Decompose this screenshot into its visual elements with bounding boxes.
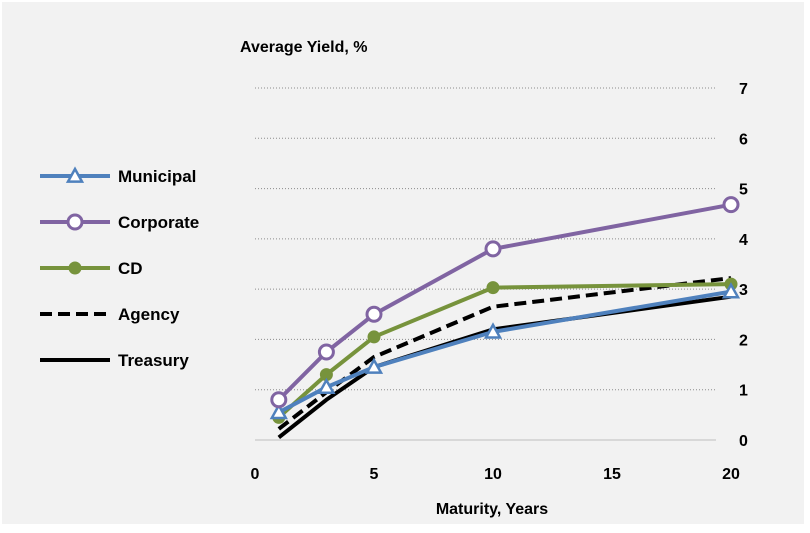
series-cd <box>272 277 738 424</box>
marker-triangle-open <box>65 166 85 183</box>
y-tick-labels: 0 1 2 3 4 5 6 7 <box>739 81 748 450</box>
legend-label: Treasury <box>118 351 189 370</box>
legend-label: Municipal <box>118 167 196 186</box>
legend-label: CD <box>118 259 143 278</box>
y-tick-label: 2 <box>739 332 748 349</box>
marker-circle-open <box>722 196 740 214</box>
series-treasury <box>277 294 732 440</box>
y-tick-label: 0 <box>739 433 748 450</box>
y-axis-label: Average Yield, % <box>240 39 367 56</box>
legend-item-agency: Agency <box>40 305 180 324</box>
x-tick-label: 5 <box>370 466 379 483</box>
marker-circle-open <box>484 240 502 258</box>
y-tick-label: 5 <box>739 182 748 199</box>
series-corporate <box>270 196 740 409</box>
legend-item-cd: CD <box>40 259 143 278</box>
legend-item-corporate: Corporate <box>40 213 199 232</box>
marker-circle-open <box>66 213 84 231</box>
x-tick-label: 20 <box>722 466 740 483</box>
y-tick-label: 4 <box>739 232 748 249</box>
series-municipal <box>269 282 741 420</box>
y-tick-label: 7 <box>739 81 748 98</box>
marker-circle-open <box>365 305 383 323</box>
legend-label: Agency <box>118 305 180 324</box>
series-line-treasury <box>277 294 732 440</box>
marker-triangle-open <box>721 282 741 299</box>
x-tick-label: 0 <box>251 466 260 483</box>
y-tick-label: 6 <box>739 131 748 148</box>
series-lines <box>269 196 741 440</box>
series-line-municipal <box>277 289 732 415</box>
x-tick-label: 15 <box>603 466 621 483</box>
legend: Municipal Corporate CD Agency Treasury <box>40 166 199 370</box>
y-tick-label: 1 <box>739 383 748 400</box>
marker-triangle-open <box>269 402 288 420</box>
marker-circle-filled <box>68 261 82 275</box>
marker-circle-open <box>317 343 335 361</box>
gridlines <box>255 87 716 391</box>
series-agency <box>277 276 732 431</box>
legend-label: Corporate <box>118 213 199 232</box>
legend-item-municipal: Municipal <box>40 166 196 186</box>
legend-item-treasury: Treasury <box>40 351 189 370</box>
series-line-agency <box>277 276 732 431</box>
marker-triangle-open <box>364 357 384 374</box>
y-tick-label: 3 <box>739 282 748 299</box>
marker-circle-open <box>270 391 288 409</box>
marker-triangle-open <box>317 377 336 395</box>
marker-triangle-open <box>483 322 503 339</box>
x-tick-label: 10 <box>484 466 502 483</box>
x-axis-label: Maturity, Years <box>436 501 548 518</box>
marker-circle-filled <box>486 281 500 295</box>
marker-circle-filled <box>367 330 381 344</box>
x-tick-labels: 0 5 10 15 20 <box>251 466 740 483</box>
